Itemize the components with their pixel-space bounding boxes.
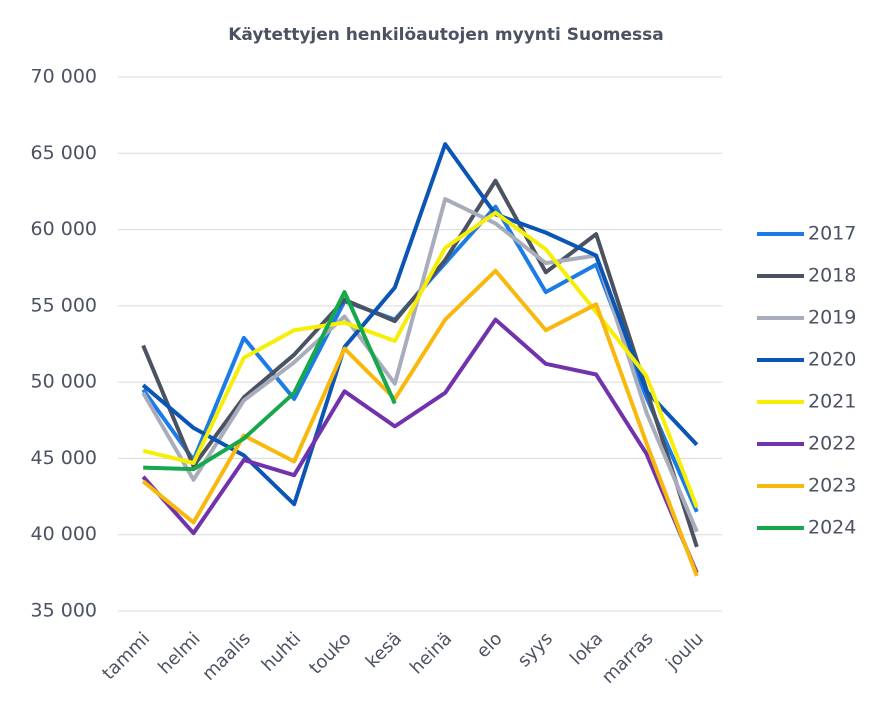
- y-tick-label: 35 000: [31, 600, 97, 622]
- x-tick-label: helmi: [154, 628, 204, 678]
- y-tick-label: 70 000: [31, 66, 97, 88]
- x-tick-label: touko: [305, 628, 355, 678]
- legend-label: 2024: [808, 517, 856, 539]
- y-tick-label: 50 000: [31, 371, 97, 393]
- legend-label: 2021: [808, 391, 856, 413]
- legend-label: 2022: [808, 433, 856, 455]
- series-line: [141, 268, 699, 577]
- series-line: [141, 197, 699, 533]
- chart-title: Käytettyjen henkilöautojen myynti Suomes…: [228, 25, 664, 45]
- y-tick-label: 55 000: [31, 294, 97, 316]
- series-line: [141, 178, 699, 548]
- legend-label: 2019: [808, 307, 856, 329]
- y-tick-label: 45 000: [31, 447, 97, 469]
- x-tick-label: kesä: [362, 628, 406, 672]
- series-line: [143, 290, 397, 472]
- legend-label: 2020: [808, 349, 856, 371]
- legend-label: 2017: [808, 223, 856, 245]
- x-tick-label: joulu: [661, 628, 708, 675]
- x-tick-label: maalis: [198, 628, 255, 685]
- x-tick-label: marras: [598, 628, 658, 688]
- legend-label: 2023: [808, 475, 856, 497]
- series-line: [141, 317, 699, 574]
- legend-label: 2018: [808, 265, 856, 287]
- x-tick-label: tammi: [98, 628, 154, 684]
- y-tick-label: 65 000: [31, 142, 97, 164]
- y-tick-label: 60 000: [31, 218, 97, 240]
- x-tick-label: huhti: [258, 628, 306, 676]
- x-tick-label: loka: [566, 628, 607, 669]
- x-tick-label: heinä: [406, 628, 456, 678]
- x-tick-label: syys: [514, 628, 557, 671]
- x-tick-label: elo: [473, 628, 507, 662]
- y-tick-label: 40 000: [31, 523, 97, 545]
